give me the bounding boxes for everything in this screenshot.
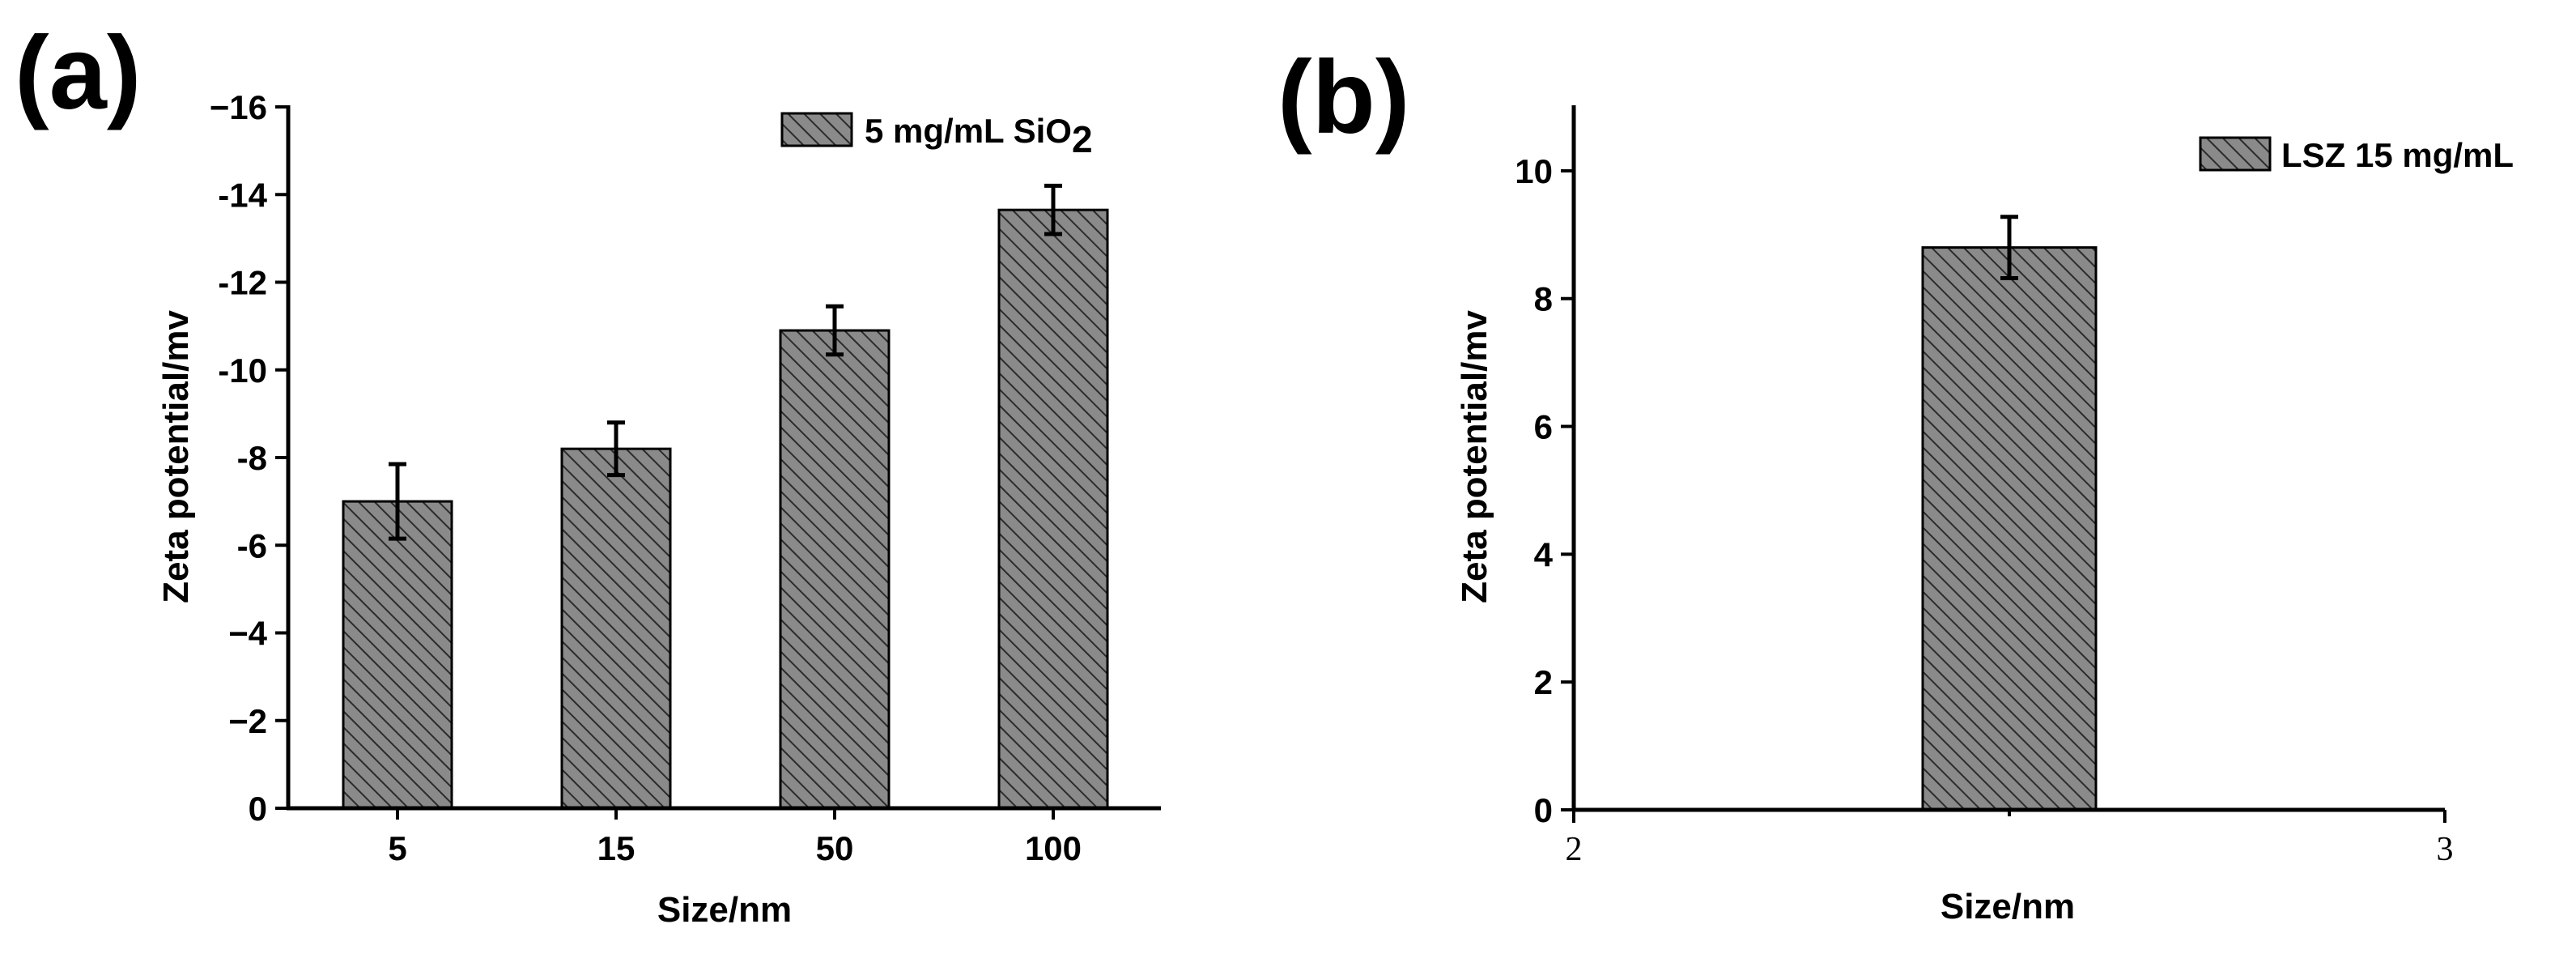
a-y-tick-label: -8 [237, 439, 267, 477]
a-error-bar [826, 304, 844, 357]
chart-a: (a) 0 −2 −4 -6 -8 -10 -12 -14 −16 5 15 50 100 Size/… [15, 15, 1161, 930]
b-y-tick-label: 0 [1534, 791, 1553, 829]
a-y-tick-label: −2 [228, 702, 267, 740]
a-legend: 5 mg/mL SiO2 [780, 112, 1093, 160]
a-x-tick-label: 100 [1025, 829, 1082, 867]
b-error-bar [2000, 215, 2018, 280]
b-legend-label: LSZ 15 mg/mL [2281, 136, 2514, 174]
b-legend-swatch [2199, 136, 2272, 172]
a-y-axis-title: Zeta potential/mv [156, 310, 196, 603]
b-y-tick-label: 4 [1534, 535, 1554, 573]
a-legend-label: 5 mg/mL SiO2 [865, 112, 1093, 160]
a-bar [779, 329, 891, 810]
a-x-tick-label: 5 [388, 829, 406, 867]
a-error-bar [1044, 183, 1062, 236]
a-y-tick-label: -6 [237, 526, 267, 564]
a-bar [997, 208, 1109, 810]
panel-label-b: (b) [1277, 40, 1409, 155]
b-y-tick-label: 6 [1534, 408, 1553, 446]
a-bar [342, 500, 453, 810]
a-error-bar [607, 420, 625, 478]
a-y-tick-label: -12 [218, 264, 267, 302]
a-y-tick-label: −4 [228, 615, 268, 653]
b-bar [1921, 246, 2098, 811]
a-bar [560, 447, 672, 810]
a-x-axis-title: Size/nm [657, 890, 792, 930]
a-error-bar [389, 462, 406, 541]
a-legend-swatch [780, 112, 853, 147]
b-y-tick-label: 10 [1515, 152, 1553, 190]
a-y-tick-label: −16 [210, 88, 267, 126]
b-y-tick-label: 2 [1534, 663, 1553, 701]
a-x-tick-label: 50 [816, 829, 854, 867]
a-y-tick-label: -14 [218, 176, 267, 214]
a-y-tick-label: 0 [249, 790, 267, 828]
b-legend: LSZ 15 mg/mL [2199, 136, 2514, 174]
panel-label-a: (a) [15, 15, 141, 131]
b-x-tick-label: 2 [1566, 831, 1583, 868]
b-x-axis-title: Size/nm [1941, 887, 2075, 926]
a-y-tick-label: -10 [218, 351, 267, 390]
a-x-tick-label: 15 [597, 829, 635, 867]
b-x-tick-label: 3 [2437, 831, 2454, 868]
b-y-tick-label: 8 [1534, 280, 1553, 318]
b-y-axis-title: Zeta potential/mv [1455, 310, 1494, 603]
